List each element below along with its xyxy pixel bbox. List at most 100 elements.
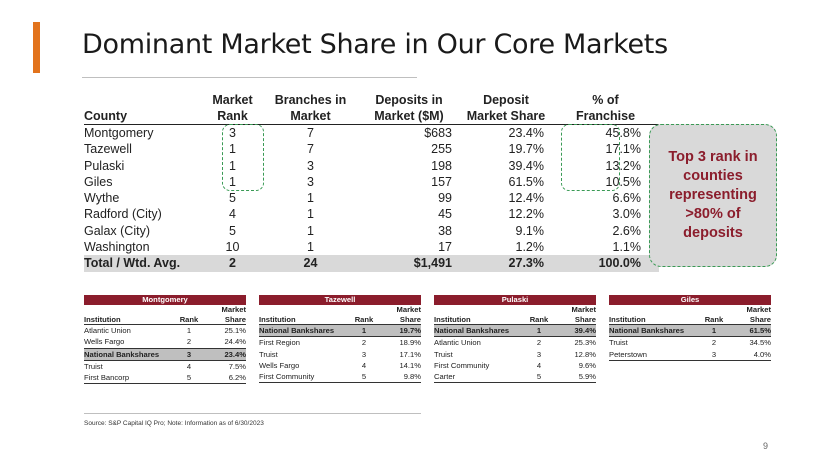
- mini-header-institution: Institution: [434, 305, 524, 325]
- cell-deposits: 17: [438, 240, 452, 255]
- institution-row: Carter 5 5.9%: [434, 371, 596, 384]
- cell-market-rank: 10: [225, 240, 240, 255]
- mini-header-share: Market Share: [554, 305, 596, 325]
- institution-row: Truist 3 12.8%: [434, 349, 596, 360]
- header-market-rank: Market Rank: [202, 92, 263, 125]
- mini-cell-rank: 3: [174, 347, 204, 361]
- mini-header-rank: Rank: [174, 305, 204, 325]
- cell-franchise: 6.6%: [612, 191, 642, 206]
- cell-franchise: 1.1%: [612, 240, 642, 255]
- cell-county: Montgomery: [84, 126, 154, 140]
- callout-line: deposits: [683, 225, 743, 241]
- institution-row: National Bankshares 1 19.7%: [259, 324, 421, 338]
- cell-deposits: $683: [424, 126, 452, 140]
- cell-branches: 1: [307, 223, 314, 238]
- cell-deposit-share: 39.4%: [508, 158, 544, 173]
- cell-deposit-share: 12.2%: [508, 207, 544, 222]
- mini-cell-institution: Carter: [434, 371, 524, 384]
- mini-cell-institution: Truist: [434, 349, 453, 359]
- cell-branches: 1: [307, 207, 314, 222]
- cell-branches: 1: [307, 191, 314, 206]
- cell-market-rank: 1: [229, 158, 236, 173]
- page-title: Dominant Market Share in Our Core Market…: [82, 29, 668, 60]
- mini-cell-institution: First Community: [259, 371, 349, 384]
- total-county: Total / Wtd. Avg.: [84, 255, 202, 272]
- mini-cell-rank: 3: [361, 349, 367, 359]
- institution-row: First Community 5 9.8%: [259, 371, 421, 384]
- mini-header-share: Market Share: [379, 305, 421, 325]
- institution-row: Truist 3 17.1%: [259, 349, 421, 360]
- cell-deposit-share: 61.5%: [508, 174, 544, 189]
- title-accent-bar: [33, 22, 40, 73]
- franchise-highlight-box: [561, 124, 620, 191]
- cell-market-rank: 3: [229, 126, 236, 140]
- mini-cell-share: 7.5%: [228, 361, 246, 371]
- mini-cell-institution: Truist: [609, 338, 628, 348]
- cell-county: Washington: [84, 240, 150, 255]
- mini-cell-share: 24.4%: [224, 337, 246, 347]
- cell-county: Wythe: [84, 191, 120, 206]
- county-row: Wythe 5 1 99 12.4% 6.6%: [84, 190, 659, 206]
- mini-cell-rank: 3: [699, 348, 729, 361]
- main-table-header-row: County Market Rank Branches in Market Depo…: [84, 92, 659, 125]
- total-deposits: $1,491: [358, 255, 460, 272]
- cell-deposits: 99: [438, 191, 452, 206]
- source-note: Source: S&P Capital IQ Pro; Note: Inform…: [84, 420, 264, 427]
- callout-box: Top 3 rank in counties representing >80%…: [649, 124, 777, 267]
- mini-cell-share: 9.6%: [578, 360, 596, 370]
- institution-row: Wells Fargo 4 14.1%: [259, 360, 421, 371]
- header-franchise: % of Franchise: [552, 92, 659, 125]
- institution-row: National Bankshares 1 61.5%: [609, 324, 771, 338]
- cell-deposit-share: 19.7%: [508, 142, 544, 157]
- mini-table-title: Montgomery: [84, 295, 246, 305]
- institution-row: Peterstown 3 4.0%: [609, 348, 771, 361]
- cell-franchise: 3.0%: [612, 207, 642, 222]
- cell-county: Tazewell: [84, 142, 132, 157]
- county-competitor-table: Pulaski Institution Rank Market Share Nationa…: [434, 295, 596, 384]
- cell-county: Radford (City): [84, 207, 162, 222]
- mini-header-institution: Institution: [609, 305, 699, 325]
- county-row: Pulaski 1 3 198 39.4% 13.2%: [84, 158, 659, 174]
- county-row: Radford (City) 4 1 45 12.2% 3.0%: [84, 206, 659, 222]
- cell-deposits: 38: [438, 223, 452, 238]
- total-market-rank: 2: [202, 255, 263, 272]
- cell-deposit-share: 12.4%: [508, 191, 544, 206]
- mini-cell-share: 25.1%: [224, 326, 246, 335]
- mini-cell-institution: First Region: [259, 338, 300, 348]
- cell-deposits: 45: [438, 207, 452, 222]
- institution-row: First Bancorp 5 6.2%: [84, 372, 246, 385]
- cell-county: Giles: [84, 174, 113, 189]
- mini-cell-institution: National Bankshares: [259, 324, 349, 338]
- mini-cell-institution: First Community: [434, 360, 490, 370]
- mini-cell-institution: Atlantic Union: [434, 338, 481, 348]
- cell-deposits: 255: [431, 142, 452, 157]
- mini-cell-share: 18.9%: [399, 338, 421, 348]
- source-divider: [84, 413, 421, 414]
- cell-market-rank: 4: [229, 207, 236, 222]
- mini-header-row: Institution Rank Market Share: [259, 305, 421, 325]
- institution-row: Wells Fargo 2 24.4%: [84, 336, 246, 348]
- cell-franchise: 17.1%: [605, 142, 641, 157]
- mini-cell-share: 34.5%: [749, 338, 771, 348]
- mini-cell-share: 25.3%: [574, 338, 596, 348]
- rank-highlight-box: [222, 124, 264, 191]
- mini-header-institution: Institution: [259, 305, 349, 325]
- cell-deposits: 198: [431, 158, 452, 173]
- mini-cell-rank: 2: [536, 338, 542, 348]
- mini-cell-rank: 3: [536, 349, 542, 359]
- mini-cell-institution: Atlantic Union: [84, 326, 131, 335]
- mini-cell-institution: National Bankshares: [84, 347, 174, 361]
- mini-cell-institution: National Bankshares: [609, 324, 699, 338]
- cell-county: Galax (City): [84, 223, 150, 238]
- mini-cell-institution: Wells Fargo: [84, 337, 125, 347]
- institution-row: National Bankshares 1 39.4%: [434, 324, 596, 338]
- institution-row: Atlantic Union 2 25.3%: [434, 337, 596, 349]
- mini-cell-rank: 2: [361, 338, 367, 348]
- mini-header-share: Market Share: [729, 305, 771, 325]
- cell-branches: 7: [307, 142, 314, 157]
- county-row: Tazewell 1 7 255 19.7% 17.1%: [84, 141, 659, 157]
- cell-branches: 7: [307, 126, 314, 140]
- mini-header-rank: Rank: [524, 305, 554, 325]
- cell-branches: 3: [307, 174, 314, 189]
- institution-row: Truist 2 34.5%: [609, 337, 771, 349]
